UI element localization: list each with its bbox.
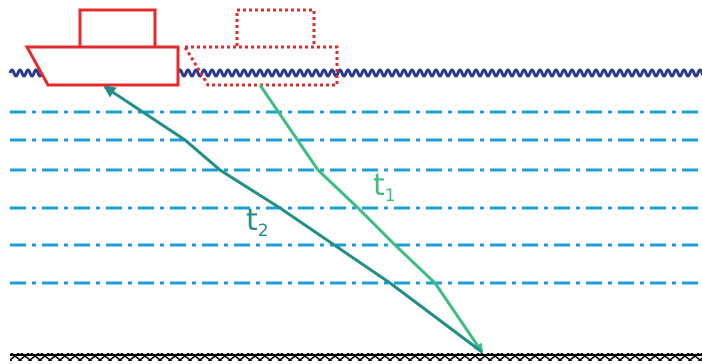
label-t2: t2 — [246, 203, 269, 241]
diagram: t1 t2 — [0, 0, 702, 364]
label-t1: t1 — [373, 168, 396, 206]
label-sub: 2 — [258, 221, 269, 241]
ship — [27, 10, 178, 85]
page: t1 t2 (() => { const data = JSON.parse(d… — [0, 0, 702, 364]
ray-t2 — [105, 87, 482, 352]
layers — [10, 112, 702, 283]
label-text: t — [373, 168, 385, 203]
label-sub: 1 — [385, 186, 396, 206]
label-text: t — [246, 203, 258, 238]
